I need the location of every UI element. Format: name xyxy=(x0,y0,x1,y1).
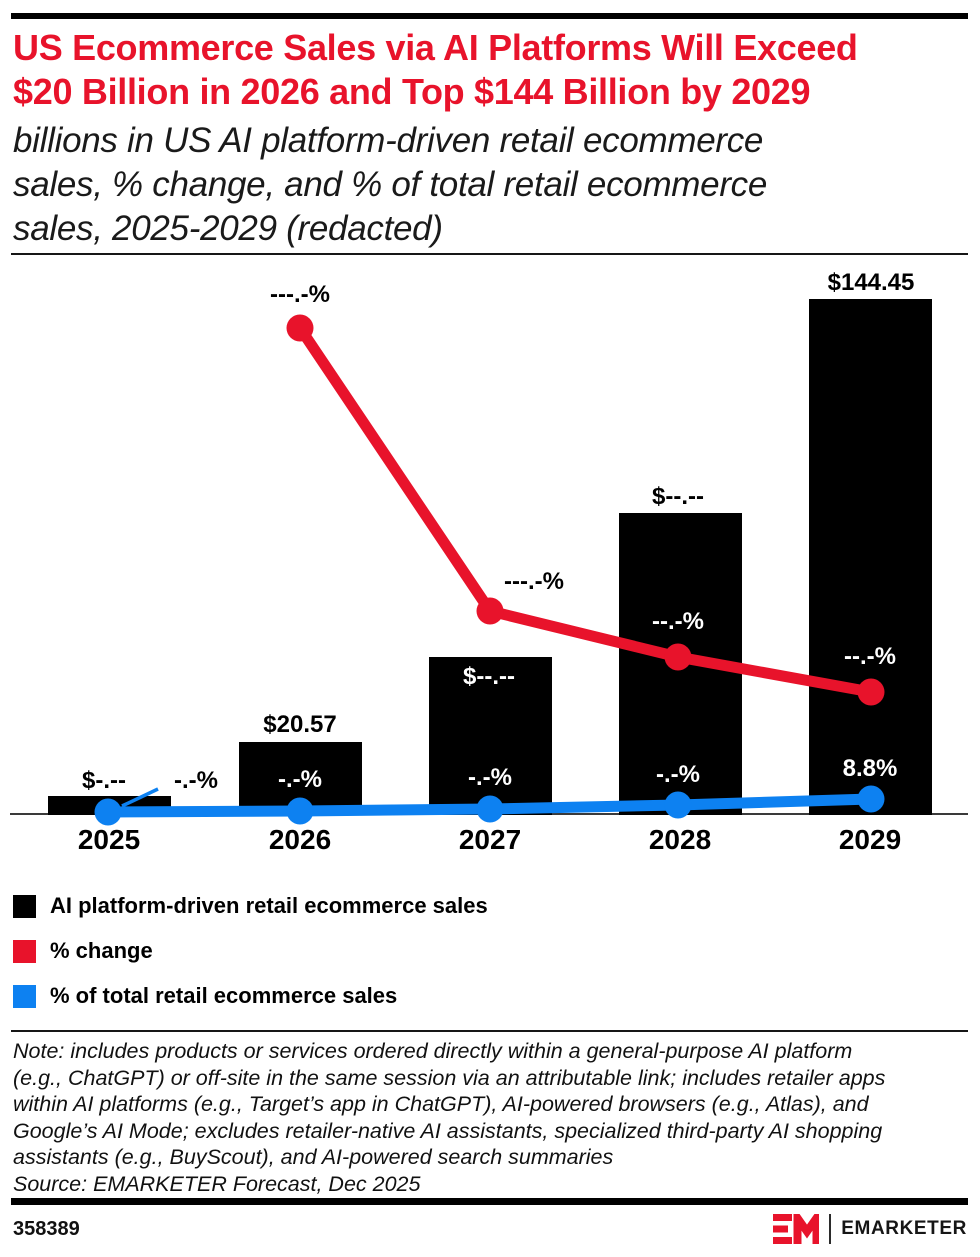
footnote-line: assistants (e.g., BuyScout), and AI-powe… xyxy=(13,1145,614,1169)
chart-subtitle-line3: sales, 2025-2029 (redacted) xyxy=(13,209,443,248)
chart-subtitle: billions in US AI platform-driven retail… xyxy=(13,119,963,251)
pct-change-label-2028: --.-% xyxy=(652,608,704,635)
legend-label: % of total retail ecommerce sales xyxy=(50,983,398,1008)
bar-2029 xyxy=(808,299,932,815)
pct-change-line-point-0 xyxy=(286,314,314,342)
legend-swatch-black xyxy=(13,894,36,918)
bar-2025 xyxy=(47,796,171,815)
legend-swatch-red xyxy=(13,939,36,963)
pct-of-total-label-2026: -.-% xyxy=(278,766,322,793)
chart-title-line1: US Ecommerce Sales via AI Platforms Will… xyxy=(13,27,858,68)
footer-rule xyxy=(11,1198,968,1205)
bar-value-label-2028: $--.-- xyxy=(652,483,704,510)
x-axis-label-2029: 2029 xyxy=(838,824,902,855)
chart-subtitle-line2: sales, % change, and % of total retail e… xyxy=(13,165,768,204)
x-axis-label-2025: 2025 xyxy=(77,824,141,855)
x-axis-label-2026: 2026 xyxy=(268,824,332,855)
emarketer-logo-icon xyxy=(773,1214,820,1244)
legend: AI platform-driven retail ecommerce sale… xyxy=(13,893,488,1028)
pct-change-label-2029: --.-% xyxy=(844,643,896,670)
legend-item-pct-change: % change xyxy=(13,938,488,964)
bar-value-label-2027: $--.-- xyxy=(463,663,515,690)
legend-item-bars: AI platform-driven retail ecommerce sale… xyxy=(13,893,488,919)
footnote-line: within AI platforms (e.g., Target’s app … xyxy=(13,1092,869,1116)
footnote: Note: includes products or services orde… xyxy=(13,1038,969,1197)
pct-of-total-label-2025: -.-% xyxy=(174,767,218,794)
x-axis-label-2027: 2027 xyxy=(458,824,522,855)
chart-subtitle-line1: billions in US AI platform-driven retail… xyxy=(13,121,764,160)
footnote-line: (e.g., ChatGPT) or off-site in the same … xyxy=(13,1065,886,1090)
emarketer-brand: EMARKETER xyxy=(773,1210,967,1248)
legend-swatch-blue xyxy=(13,984,36,1008)
chart-id: 358389 xyxy=(13,1218,80,1240)
pct-of-total-label-2027: -.-% xyxy=(468,764,512,791)
top-rule xyxy=(11,13,968,19)
chart-title: US Ecommerce Sales via AI Platforms Will… xyxy=(13,26,963,114)
note-divider xyxy=(11,1030,968,1032)
bar-value-label-2029: $144.45 xyxy=(827,269,915,296)
header-divider xyxy=(11,253,968,255)
brand-wordmark: EMARKETER xyxy=(841,1218,967,1239)
legend-label: % change xyxy=(50,938,153,963)
legend-label: AI platform-driven retail ecommerce sale… xyxy=(50,893,488,918)
footnote-line: Google’s AI Mode; excludes retailer-nati… xyxy=(13,1118,883,1143)
footnote-line: Note: includes products or services orde… xyxy=(13,1039,853,1063)
pct-change-label-2027: ---.-% xyxy=(504,568,564,595)
chart-title-line2: $20 Billion in 2026 and Top $144 Billion… xyxy=(13,71,811,112)
pct-of-total-label-2028: -.-% xyxy=(656,761,700,788)
bar-value-label-2026: $20.57 xyxy=(263,711,337,738)
pct-change-line xyxy=(295,324,872,698)
logo-divider xyxy=(829,1214,832,1244)
pct-change-label-2026: ---.-% xyxy=(270,281,330,308)
x-axis-label-2028: 2028 xyxy=(648,824,712,855)
legend-item-pct-of-total: % of total retail ecommerce sales xyxy=(13,983,488,1009)
source-line: Source: EMARKETER Forecast, Dec 2025 xyxy=(13,1171,421,1196)
pct-change-line-point-1 xyxy=(476,597,504,625)
pct-of-total-label-2029: 8.8% xyxy=(842,755,898,782)
bar-value-label-2025: $-.-- xyxy=(82,767,126,794)
